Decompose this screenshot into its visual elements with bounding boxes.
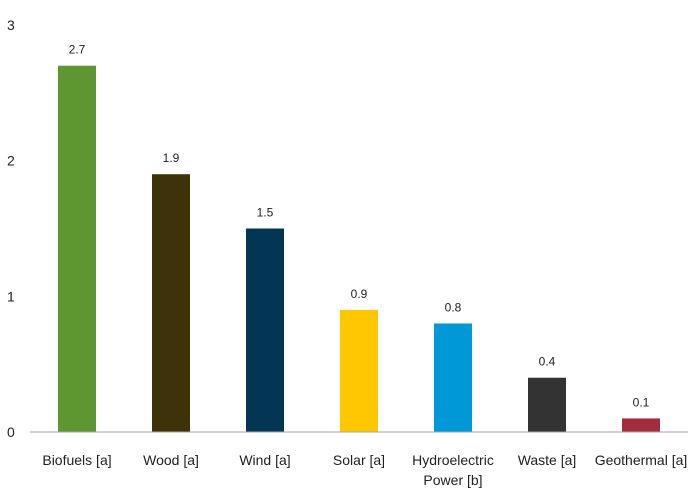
data-label: 2.7 bbox=[69, 43, 86, 57]
y-axis: 0 1 2 3 bbox=[7, 17, 15, 440]
category-label: Biofuels [a] bbox=[42, 452, 111, 468]
data-label: 1.9 bbox=[163, 151, 180, 165]
bar bbox=[58, 65, 96, 432]
bar bbox=[246, 228, 284, 432]
category-label: Hydroelectric bbox=[412, 452, 494, 468]
bar bbox=[340, 309, 378, 432]
data-label: 0.1 bbox=[633, 395, 650, 409]
bars bbox=[58, 65, 660, 432]
category-label: Geothermal [a] bbox=[595, 452, 688, 468]
data-labels: 2.7 1.9 1.5 0.9 0.8 0.4 0.1 bbox=[69, 43, 650, 410]
data-label: 0.4 bbox=[539, 355, 556, 369]
y-tick-label: 2 bbox=[7, 153, 15, 169]
category-label: Solar [a] bbox=[333, 452, 385, 468]
y-tick-label: 0 bbox=[7, 424, 15, 440]
category-label: Wood [a] bbox=[143, 452, 199, 468]
bar bbox=[152, 174, 190, 432]
y-tick-label: 1 bbox=[7, 288, 15, 304]
category-label: Power [b] bbox=[423, 472, 482, 488]
y-tick-label: 3 bbox=[7, 17, 15, 33]
x-axis-categories: Biofuels [a] Wood [a] Wind [a] Solar [a] Hyd… bbox=[42, 452, 687, 488]
data-label: 0.8 bbox=[445, 300, 462, 314]
bar bbox=[622, 418, 660, 432]
bar bbox=[434, 323, 472, 432]
category-label: Waste [a] bbox=[518, 452, 577, 468]
data-label: 1.5 bbox=[257, 206, 274, 220]
category-label: Wind [a] bbox=[239, 452, 290, 468]
bar bbox=[528, 377, 566, 432]
data-label: 0.9 bbox=[351, 287, 368, 301]
